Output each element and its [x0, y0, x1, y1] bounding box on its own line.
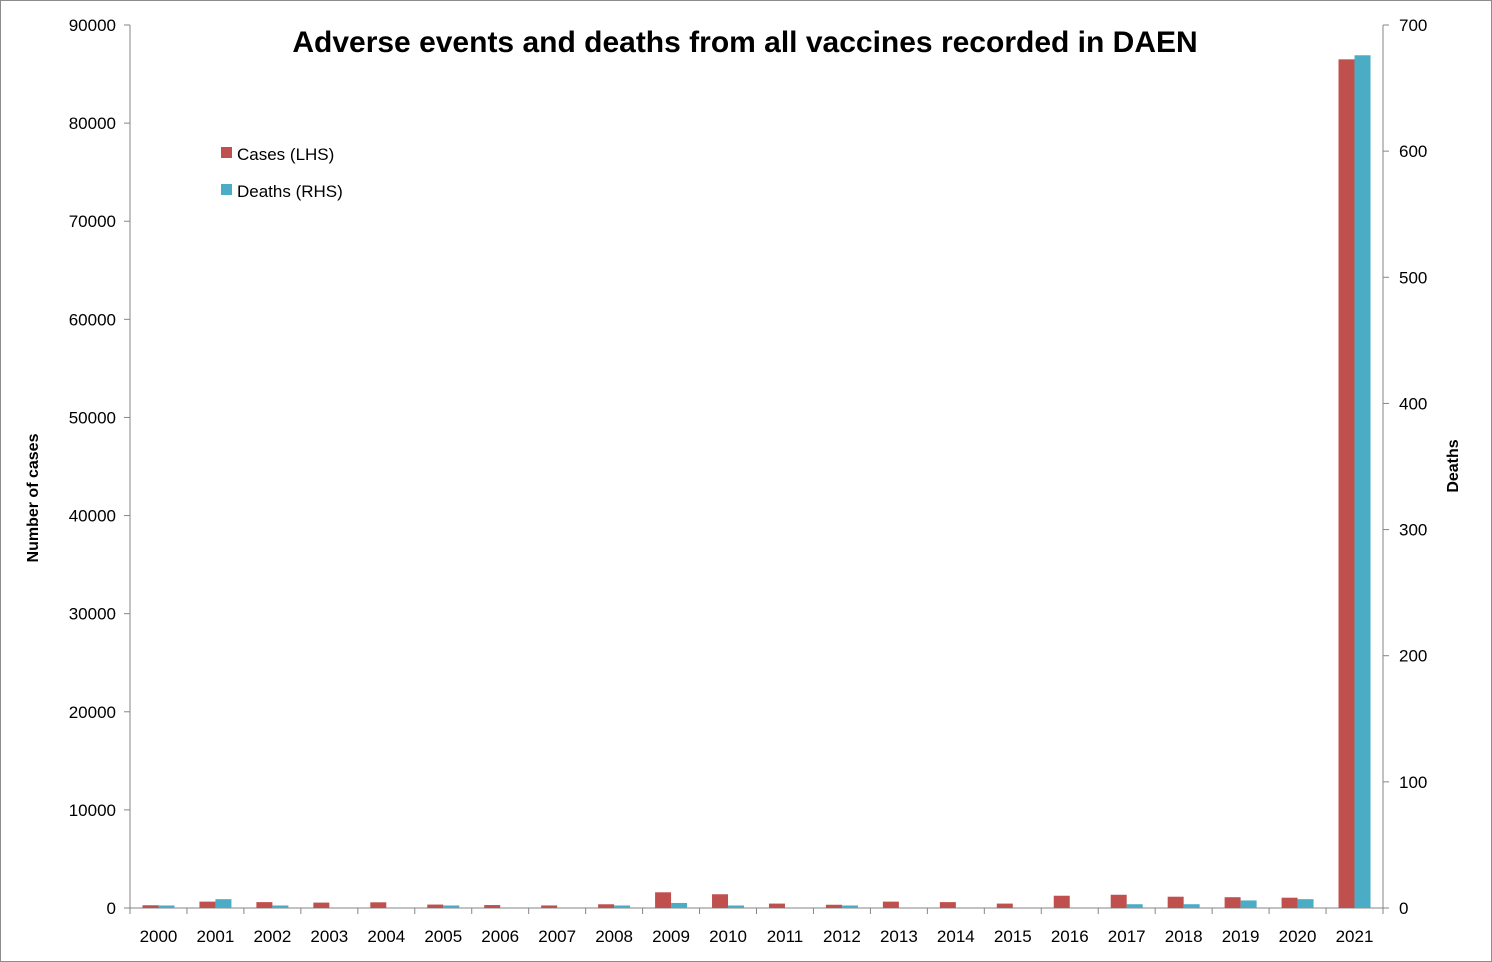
y-axis-title: Number of cases — [25, 433, 42, 562]
bar-cases-2018 — [1167, 896, 1184, 908]
y-tick-label: 20000 — [69, 703, 116, 722]
x-tick-label: 2015 — [994, 927, 1032, 946]
bar-deaths-2000 — [158, 905, 175, 908]
bar-cases-2011 — [768, 903, 785, 908]
bar-cases-2001 — [199, 901, 216, 908]
bar-cases-2009 — [655, 892, 672, 908]
y-tick-label: 10000 — [69, 801, 116, 820]
bar-cases-2004 — [370, 902, 387, 908]
y-tick-label: 30000 — [69, 605, 116, 624]
x-tick-label: 2017 — [1108, 927, 1146, 946]
x-tick-label: 2000 — [140, 927, 178, 946]
x-tick-label: 2001 — [197, 927, 235, 946]
bar-cases-2005 — [427, 904, 444, 908]
y2-tick-label: 500 — [1399, 268, 1427, 287]
bar-cases-2008 — [598, 904, 615, 908]
chart-title: Adverse events and deaths from all vacci… — [292, 26, 1197, 59]
x-tick-label: 2018 — [1165, 927, 1203, 946]
legend: Cases (LHS) Deaths (RHS) — [221, 145, 343, 201]
x-tick-label: 2020 — [1279, 927, 1317, 946]
bar-cases-2000 — [142, 905, 159, 908]
x-tick-label: 2021 — [1336, 927, 1374, 946]
bar-cases-2012 — [825, 904, 842, 908]
x-tick-label: 2008 — [595, 927, 633, 946]
y-tick-label: 50000 — [69, 408, 116, 427]
y2-axis-title: Deaths — [1445, 439, 1462, 492]
y-tick-label: 0 — [107, 899, 116, 918]
y2-tick-label: 0 — [1399, 899, 1408, 918]
x-tick-label: 2005 — [424, 927, 462, 946]
x-tick-label: 2011 — [767, 927, 804, 946]
y-tick-label: 90000 — [69, 16, 116, 35]
bar-deaths-2020 — [1297, 899, 1314, 908]
y2-tick-label: 100 — [1399, 773, 1427, 792]
x-tick-label: 2013 — [880, 927, 918, 946]
legend-swatch-0 — [221, 147, 232, 158]
bar-deaths-2019 — [1240, 900, 1257, 908]
bar-cases-2003 — [313, 902, 330, 908]
y2-tick-label: 200 — [1399, 647, 1427, 666]
y-tick-label: 70000 — [69, 212, 116, 231]
bar-deaths-2002 — [272, 905, 289, 908]
bar-cases-2013 — [882, 901, 899, 908]
y-tick-label: 80000 — [69, 114, 116, 133]
axes: 0100002000030000400005000060000700008000… — [69, 16, 1428, 946]
y2-tick-label: 600 — [1399, 142, 1427, 161]
bar-cases-2021 — [1338, 59, 1355, 909]
x-tick-label: 2019 — [1222, 927, 1260, 946]
bar-deaths-2010 — [728, 905, 745, 908]
bar-cases-2019 — [1224, 897, 1241, 908]
x-tick-label: 2003 — [310, 927, 348, 946]
bar-deaths-2005 — [443, 905, 460, 908]
x-tick-label: 2002 — [253, 927, 291, 946]
bar-cases-2007 — [541, 905, 558, 908]
legend-label-1: Deaths (RHS) — [237, 182, 343, 201]
y-tick-label: 40000 — [69, 507, 116, 526]
x-tick-label: 2007 — [538, 927, 576, 946]
bar-deaths-2017 — [1126, 904, 1143, 908]
bar-cases-2002 — [256, 902, 273, 908]
bar-deaths-2012 — [841, 905, 858, 908]
legend-label-0: Cases (LHS) — [237, 145, 334, 164]
bar-cases-2017 — [1110, 894, 1127, 908]
bar-cases-2020 — [1281, 897, 1298, 908]
x-tick-label: 2009 — [652, 927, 690, 946]
bar-deaths-2001 — [215, 899, 232, 908]
x-tick-label: 2004 — [367, 927, 405, 946]
bar-cases-2014 — [939, 902, 956, 908]
x-tick-label: 2012 — [823, 927, 861, 946]
bar-cases-2015 — [996, 903, 1013, 908]
y-tick-label: 60000 — [69, 310, 116, 329]
bar-deaths-2018 — [1183, 904, 1200, 908]
x-tick-label: 2010 — [709, 927, 747, 946]
bar-deaths-2009 — [671, 902, 688, 908]
bar-deaths-2008 — [614, 905, 631, 908]
y2-tick-label: 700 — [1399, 16, 1427, 35]
legend-swatch-1 — [221, 184, 232, 195]
y2-tick-label: 300 — [1399, 521, 1427, 540]
x-tick-label: 2014 — [937, 927, 975, 946]
bar-cases-2010 — [712, 894, 729, 908]
y2-tick-label: 400 — [1399, 394, 1427, 413]
bar-cases-2006 — [484, 905, 501, 908]
bars — [142, 55, 1371, 909]
x-tick-label: 2016 — [1051, 927, 1089, 946]
bar-cases-2016 — [1053, 895, 1070, 908]
x-tick-label: 2006 — [481, 927, 519, 946]
bar-deaths-2021 — [1354, 55, 1371, 908]
